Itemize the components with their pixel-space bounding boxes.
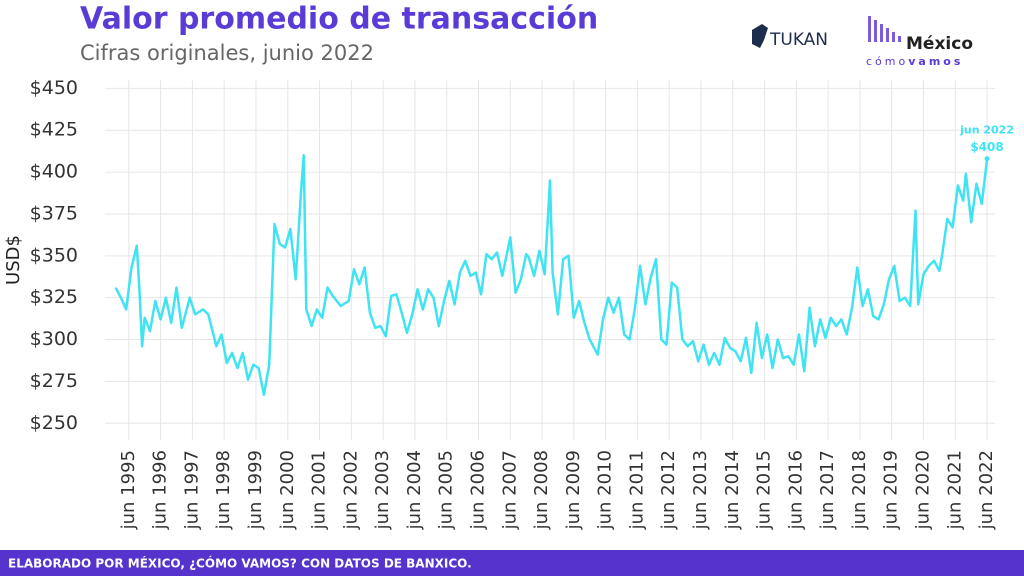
- y-tick-label: $250: [30, 412, 78, 434]
- x-tick-label: jun 2010: [595, 450, 616, 530]
- x-tick-label: jun 2000: [277, 450, 298, 530]
- y-tick-label: $300: [30, 328, 78, 350]
- x-tick-label: jun 2012: [658, 450, 679, 530]
- logo-text: TUKAN: [769, 30, 828, 50]
- annotation-date: jun 2022: [959, 124, 1014, 137]
- x-tick-label: jun 2021: [944, 450, 965, 530]
- y-tick-label: $350: [30, 244, 78, 266]
- x-tick-label: jun 2018: [849, 450, 870, 530]
- chart-subtitle: Cifras originales, junio 2022: [80, 41, 374, 65]
- x-tick-label: jun 2005: [436, 450, 457, 530]
- chart-title: Valor promedio de transacción: [80, 2, 598, 37]
- logo-como: cómo: [866, 55, 908, 68]
- footer-text: ELABORADO POR MÉXICO, ¿CÓMO VAMOS? CON D…: [8, 556, 472, 571]
- x-tick-label: jun 2006: [467, 450, 488, 530]
- y-tick-label: $325: [30, 286, 78, 308]
- x-tick-label: jun 1999: [245, 450, 266, 530]
- footer-bar: [0, 550, 1024, 576]
- x-tick-label: jun 2004: [404, 450, 425, 530]
- logo-icon: [752, 24, 768, 48]
- x-tick-label: jun 2001: [309, 450, 330, 530]
- x-tick-label: jun 2011: [626, 450, 647, 530]
- x-tick-label: jun 2007: [499, 450, 520, 530]
- y-axis-label: USD$: [3, 235, 24, 285]
- logo-mexico: México cómovamos: [866, 16, 973, 68]
- x-tick-label: jun 2016: [785, 450, 806, 530]
- y-tick-label: $400: [30, 161, 78, 183]
- logo-bar: [868, 16, 871, 42]
- logo-text: cómovamos: [866, 55, 963, 68]
- y-tick-label: $450: [30, 77, 78, 99]
- line: [114, 154, 989, 397]
- end-point: [984, 156, 990, 162]
- x-tick-label: jun 2015: [754, 450, 775, 530]
- annotation-value: $408: [970, 140, 1003, 154]
- logo-bar: [880, 24, 883, 42]
- x-tick-label: jun 2002: [340, 450, 361, 530]
- logo-text: México: [906, 34, 973, 54]
- x-tick-label: jun 1996: [150, 450, 171, 530]
- x-tick-label: jun 2022: [976, 450, 997, 530]
- logo-bar: [874, 20, 877, 42]
- logo-vamos: vamos: [908, 55, 963, 68]
- x-tick-label: jun 2013: [690, 450, 711, 530]
- logo-bar: [898, 36, 901, 42]
- x-tick-label: jun 1995: [118, 450, 139, 530]
- x-tick-label: jun 2014: [722, 450, 743, 530]
- y-tick-label: $375: [30, 202, 78, 224]
- x-tick-label: jun 2019: [881, 450, 902, 530]
- x-tick-label: jun 2020: [912, 450, 933, 530]
- x-tick-label: jun 2008: [531, 450, 552, 530]
- logo-tukan: TUKAN: [752, 24, 828, 50]
- logo-bar: [886, 28, 889, 42]
- x-tick-label: jun 2009: [563, 450, 584, 530]
- y-tick-label: $275: [30, 370, 78, 392]
- x-tick-label: jun 1998: [213, 450, 234, 530]
- x-tick-label: jun 1997: [181, 450, 202, 530]
- logo-bar: [892, 32, 895, 42]
- x-tick-label: jun 2017: [817, 450, 838, 530]
- y-tick-label: $425: [30, 119, 78, 141]
- x-tick-label: jun 2003: [372, 450, 393, 530]
